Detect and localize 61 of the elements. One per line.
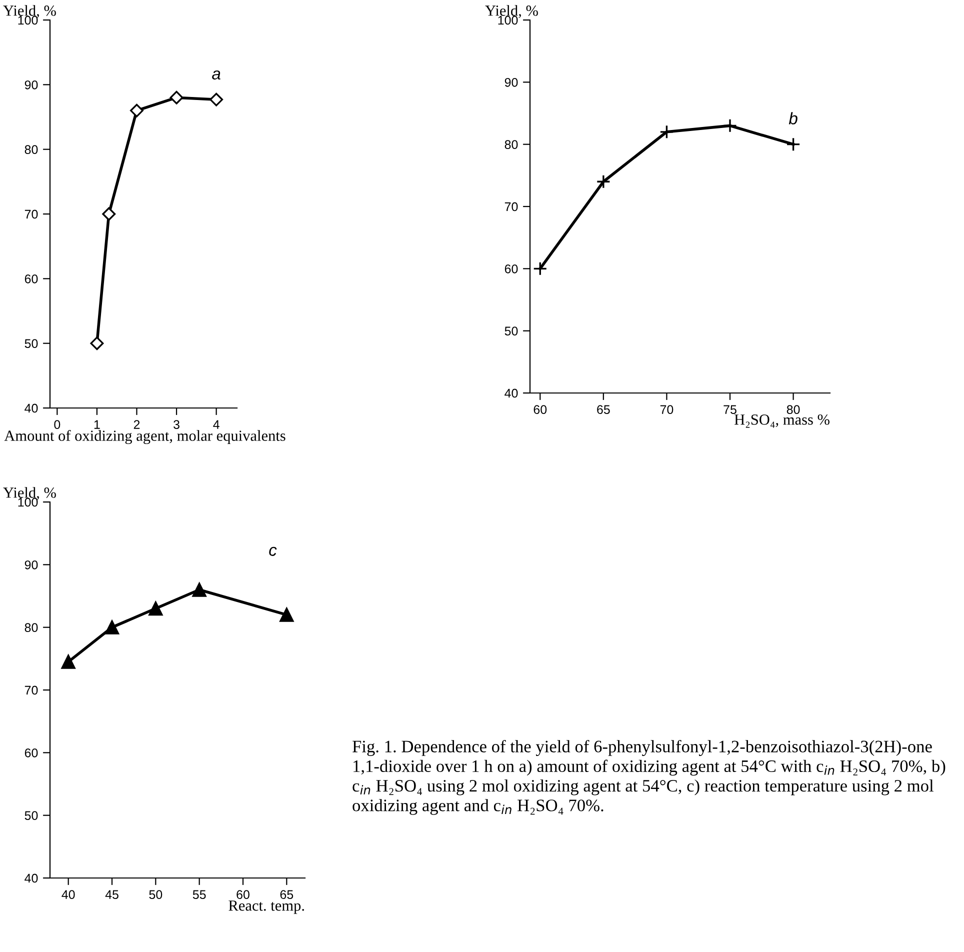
y-tick-label: 80 — [504, 140, 518, 149]
x-tick-label: 1 — [94, 420, 100, 429]
x-axis-title: React. temp. — [228, 900, 304, 914]
y-tick-label: 60 — [24, 748, 38, 758]
y-tick-label: 50 — [24, 339, 38, 348]
point — [660, 124, 674, 139]
y-tick-label: 40 — [24, 874, 38, 883]
y-tick-label: 60 — [24, 274, 38, 284]
y-tick-label: 70 — [24, 686, 38, 695]
x-tick-label: 0 — [54, 420, 60, 429]
text: Fig. 1. Dependence of the yield of 6-phenylsulfonyl-1,2-benzoisothiazol-3(2H)-one 1,1-dioxide over 1 h on a) amount of oxidizing agent at 54°C with c$_{in}$ H₂SO₄ 70%, b) c$_{in}$ H₂SO₄ using 2 mol oxidizing agent at 54°C, c) reaction temperature using 2 mol oxidizing agent and c$_{in}$ H₂SO₄ 70%. — [352, 740, 946, 815]
x-tick-label: 55 — [192, 890, 206, 899]
x-tick-label: 70 — [660, 405, 674, 414]
y-axis-title: Yield, % — [485, 5, 538, 18]
annotation: c — [269, 546, 277, 556]
x-tick-label: 60 — [534, 405, 547, 414]
y-tick-label: 100 — [18, 16, 38, 25]
x-tick-label: 65 — [280, 890, 294, 899]
x-tick-label: 50 — [149, 890, 162, 899]
point — [533, 262, 548, 276]
y-axis-title: Yield, % — [3, 5, 56, 18]
y-tick-label: 50 — [24, 811, 38, 820]
point — [102, 207, 116, 221]
y-tick-label: 70 — [24, 210, 38, 219]
point — [148, 601, 163, 616]
y-tick-label: 90 — [24, 80, 38, 90]
x-tick-label: 2 — [134, 420, 140, 429]
point — [596, 174, 611, 189]
x-tick-label: 4 — [213, 420, 220, 429]
annotation: a — [212, 70, 220, 80]
x-tick-label: 3 — [174, 420, 180, 429]
point — [90, 336, 104, 350]
point — [104, 620, 120, 634]
point — [192, 582, 206, 597]
y-tick-label: 70 — [504, 202, 518, 212]
y-tick-label: 80 — [24, 145, 38, 154]
y-tick-label: 90 — [504, 78, 518, 87]
point — [130, 104, 144, 118]
y-tick-label: 60 — [504, 264, 518, 274]
point — [170, 90, 184, 104]
x-axis-title: H₂SO₄, mass % — [734, 414, 830, 428]
y-tick-label: 100 — [498, 16, 518, 25]
y-tick-label: 100 — [18, 498, 38, 507]
point — [786, 137, 800, 152]
y-tick-label: 90 — [24, 560, 38, 570]
x-tick-label: 60 — [236, 890, 250, 899]
y-tick-label: 80 — [24, 623, 38, 632]
y-tick-label: 50 — [504, 326, 518, 336]
y-axis-title: Yield, % — [3, 487, 56, 500]
point — [722, 118, 738, 133]
point — [210, 92, 224, 106]
x-tick-label: 65 — [597, 405, 610, 414]
x-tick-label: 40 — [62, 890, 75, 899]
annotation: b — [788, 112, 798, 124]
x-tick-label: 80 — [786, 405, 800, 414]
point — [61, 654, 76, 669]
x-axis-title: Amount of oxidizing agent, molar equivalents — [4, 430, 286, 444]
y-tick-label: 40 — [504, 388, 518, 398]
point — [280, 608, 294, 622]
x-tick-label: 75 — [724, 405, 736, 414]
x-tick-label: 45 — [105, 890, 118, 899]
